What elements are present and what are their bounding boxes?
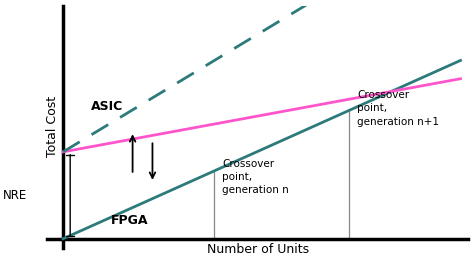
Y-axis label: Total Cost: Total Cost [46,96,59,157]
Text: Crossover
point,
generation n+1: Crossover point, generation n+1 [357,90,439,127]
Text: NRE: NRE [3,189,27,202]
Text: Crossover
point,
generation n: Crossover point, generation n [222,159,289,195]
Text: ASIC: ASIC [91,100,123,113]
Text: FPGA: FPGA [111,214,148,227]
X-axis label: Number of Units: Number of Units [207,243,309,256]
